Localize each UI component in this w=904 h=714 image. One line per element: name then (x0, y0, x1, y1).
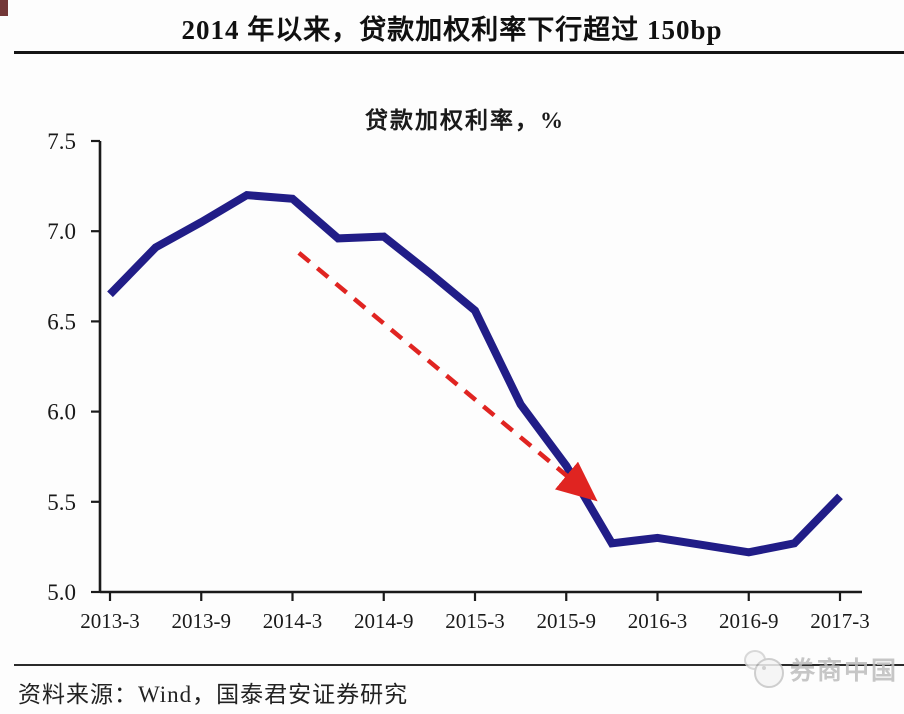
trend-arrow (297, 251, 598, 502)
series-line (107, 191, 843, 557)
x-tick-label: 2013-9 (172, 609, 232, 633)
x-tick-label: 2015-3 (445, 609, 505, 633)
y-tick-label: 7.5 (47, 129, 76, 154)
x-tick-label: 2014-3 (263, 609, 323, 633)
footer-divider (14, 664, 904, 666)
loan-rate-line-chart: 5.0 5.5 6.0 6.5 7.0 7.5 2013-3 2013-9 2014-3 2014… (47, 129, 870, 633)
y-tick-label: 5.0 (47, 580, 76, 605)
x-tick-label: 2015-9 (537, 609, 597, 633)
brand-mascot-icon (742, 650, 786, 688)
page-title: 2014 年以来，贷款加权利率下行超过 150bp (181, 15, 723, 45)
y-tick-label: 7.0 (47, 219, 76, 244)
page-corner-mark (0, 0, 8, 16)
brand-watermark: 券商中国 (742, 650, 898, 688)
x-tick-label: 2016-9 (719, 609, 779, 633)
y-tick-label: 5.5 (47, 490, 76, 515)
chart-title: 贷款加权利率，% (365, 108, 565, 133)
x-tick-label: 2013-3 (80, 609, 140, 633)
x-tick-label: 2016-3 (628, 609, 688, 633)
title-divider (14, 51, 904, 54)
source-attribution: 资料来源：Wind，国泰君安证券研究 (18, 682, 409, 707)
y-tick-label: 6.0 (47, 400, 76, 425)
x-tick-label: 2017-3 (810, 609, 870, 633)
brand-watermark-label: 券商中国 (789, 658, 898, 685)
x-tick-label: 2014-9 (354, 609, 414, 633)
y-tick-label: 6.5 (47, 309, 76, 334)
